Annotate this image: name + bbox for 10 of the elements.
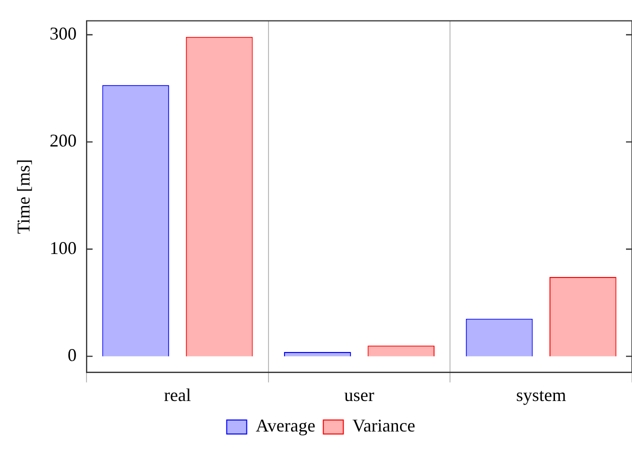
legend-label: Average bbox=[256, 416, 316, 436]
y-tick-label: 300 bbox=[50, 23, 77, 44]
x-tick-label: system bbox=[516, 384, 566, 405]
y-axis-title: Time [ms] bbox=[14, 159, 34, 234]
x-tick-label: real bbox=[164, 384, 191, 405]
y-tick-label: 200 bbox=[50, 130, 77, 151]
legend-label: Variance bbox=[352, 416, 416, 436]
y-tick-label: 0 bbox=[68, 345, 77, 366]
y-tick-label: 100 bbox=[50, 238, 77, 258]
x-tick-label: user bbox=[344, 384, 374, 405]
